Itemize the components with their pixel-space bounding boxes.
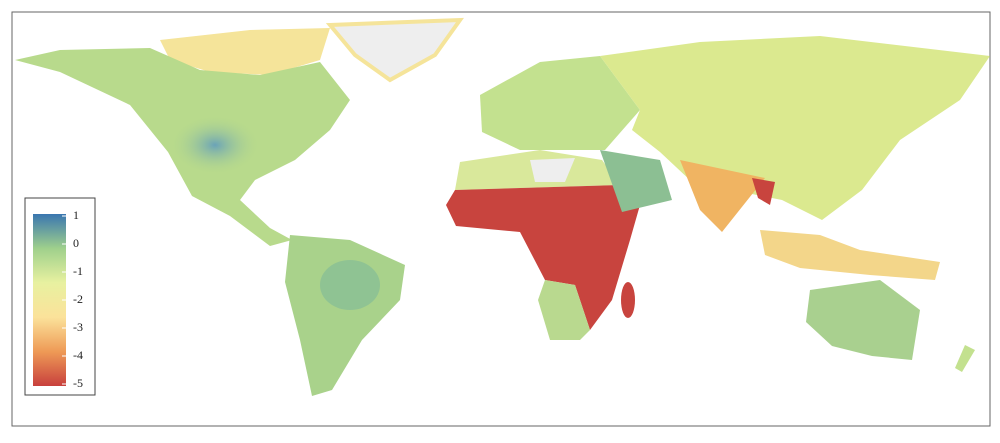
colorbar: 1 0 -1 -2 -3 -4 -5 [24,197,96,396]
colorbar-tick-label: -5 [73,376,83,390]
colorbar-tick-label: -4 [73,348,83,362]
new-zealand [955,345,975,372]
europe [480,56,640,150]
colorbar-tick-label: -2 [73,292,83,306]
colorbar-tick-label: 0 [73,236,79,250]
south-asia [680,160,765,232]
sahara [530,158,575,182]
madagascar [621,282,635,318]
bangladesh [752,178,775,205]
landmasses [15,17,990,396]
southeast-asia [760,230,940,280]
southern-africa [538,280,590,340]
colorbar-gradient [33,214,66,386]
colorbar-tick-label: -1 [73,264,83,278]
arabia [600,150,672,212]
australia [806,280,920,360]
greenland [325,17,464,83]
colorbar-tick-label: -3 [73,320,83,334]
arctic-islands [160,28,330,75]
amazon-region [320,260,380,310]
africa [446,185,640,330]
us-region [170,115,260,175]
colorbar-tick-label: 1 [73,208,79,222]
